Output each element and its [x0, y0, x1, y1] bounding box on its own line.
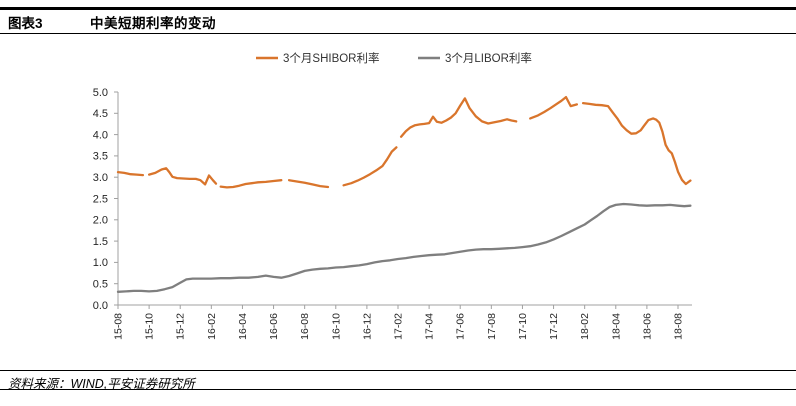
source-note: 资料来源：WIND,平安证券研究所: [8, 377, 195, 391]
x-tick-label: 18-08: [673, 313, 685, 340]
y-tick-label: 1.0: [93, 257, 108, 269]
x-tick-label: 16-08: [299, 313, 311, 340]
line-chart: 0.0 0.5 1.0 1.5 2.0 2.5 3.0 3.5 4.0 4.5 5.0 15-08 15…: [0, 40, 796, 360]
chart-tag: 图表3: [8, 16, 43, 31]
shibor-line-segment: [529, 95, 579, 120]
x-tick-label: 18-06: [641, 313, 653, 340]
x-tick-label: 16-02: [206, 313, 218, 340]
shibor-line-segment: [342, 146, 398, 187]
x-tick-label: 17-08: [486, 313, 498, 340]
x-tick-label: 18-04: [610, 313, 622, 340]
shibor-libor-line-chart: 0.0 0.5 1.0 1.5 2.0 2.5 3.0 3.5 4.0 4.5 5.0 15-08 15…: [93, 51, 692, 340]
y-tick-label: 4.0: [93, 129, 108, 141]
y-tick-label: 1.5: [93, 236, 108, 248]
shibor-line-segment: [287, 179, 330, 189]
bottom-rule: [0, 389, 796, 390]
shibor-line-segment: [116, 170, 145, 177]
x-tick-label: 15-08: [113, 313, 125, 340]
legend-label-libor: 3个月LIBOR利率: [445, 51, 532, 65]
x-tick-label: 16-04: [237, 313, 249, 340]
shibor-line-segment: [399, 97, 518, 138]
legend-label-shibor: 3个月SHIBOR利率: [283, 51, 380, 65]
y-tick-label: 4.5: [93, 108, 108, 120]
x-tick-label: 18-02: [579, 313, 591, 340]
y-tick-label: 3.0: [93, 172, 108, 184]
title-divider-rule: [0, 33, 796, 34]
x-tick-label: 15-10: [144, 313, 156, 340]
x-tick-label: 17-06: [455, 313, 467, 340]
x-tick-label: 17-12: [548, 313, 560, 340]
y-tick-label: 0.0: [93, 300, 108, 312]
shibor-line-segment: [147, 167, 218, 186]
shibor-line-segment: [219, 179, 283, 189]
x-tick-label: 17-04: [424, 313, 436, 340]
x-tick-label: 16-10: [330, 313, 342, 340]
y-tick-label: 5.0: [93, 87, 108, 99]
y-tick-label: 0.5: [93, 279, 108, 291]
x-tick-label: 16-12: [361, 313, 373, 340]
page-title: 中美短期利率的变动: [90, 16, 216, 31]
shibor-line-segment: [581, 101, 692, 186]
x-tick-label: 17-02: [393, 313, 405, 340]
x-tick-label: 17-10: [517, 313, 529, 340]
top-thick-rule: [0, 7, 796, 10]
x-tick-label: 16-06: [268, 313, 280, 340]
source-divider-rule: [0, 370, 796, 371]
y-tick-label: 3.5: [93, 151, 108, 163]
x-tick-label: 15-12: [175, 313, 187, 340]
libor-line-segment: [116, 202, 692, 293]
y-tick-label: 2.0: [93, 215, 108, 227]
y-tick-label: 2.5: [93, 193, 108, 205]
